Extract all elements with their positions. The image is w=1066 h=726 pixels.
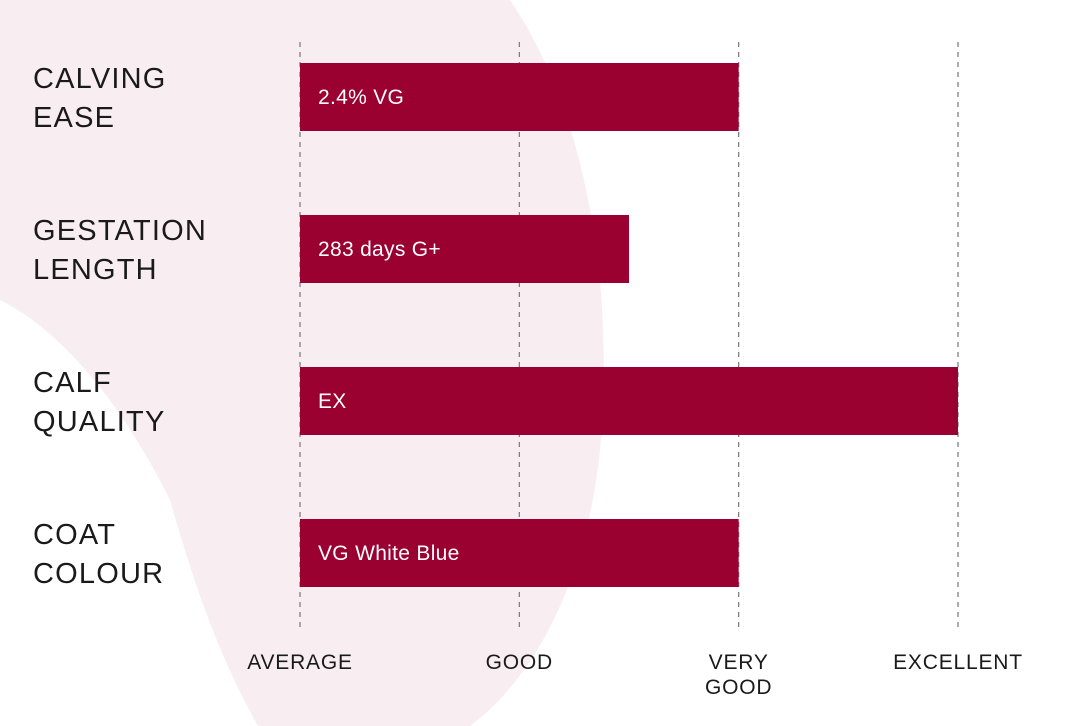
- category-label-1: GESTATION LENGTH: [33, 215, 207, 286]
- x-tick-labels: AVERAGE GOOD VERY GOOD EXCELLENT: [247, 651, 1023, 699]
- category-label-3: COAT COLOUR: [33, 519, 164, 590]
- category-label-0: CALVING EASE: [33, 63, 167, 134]
- x-tick-label-2: VERY GOOD: [705, 651, 772, 699]
- bars: 2.4% VG 283 days G+ EX VG White Blue: [300, 63, 958, 587]
- x-tick-label-3: EXCELLENT: [893, 651, 1023, 674]
- bar-1: [300, 215, 629, 283]
- bar-label-1: 283 days G+: [318, 238, 441, 261]
- x-tick-label-1: GOOD: [486, 651, 553, 674]
- category-labels: CALVING EASE GESTATION LENGTH CALF QUALITY COA…: [33, 63, 207, 590]
- bar-0: [300, 63, 739, 131]
- bar-label-2: EX: [318, 390, 347, 413]
- bar-3: [300, 519, 739, 587]
- bar-label-3: VG White Blue: [318, 542, 460, 565]
- bar-2: [300, 367, 958, 435]
- category-label-2: CALF QUALITY: [33, 367, 166, 438]
- x-tick-label-0: AVERAGE: [247, 651, 353, 674]
- gridlines: [299, 42, 959, 628]
- bar-label-0: 2.4% VG: [318, 86, 404, 109]
